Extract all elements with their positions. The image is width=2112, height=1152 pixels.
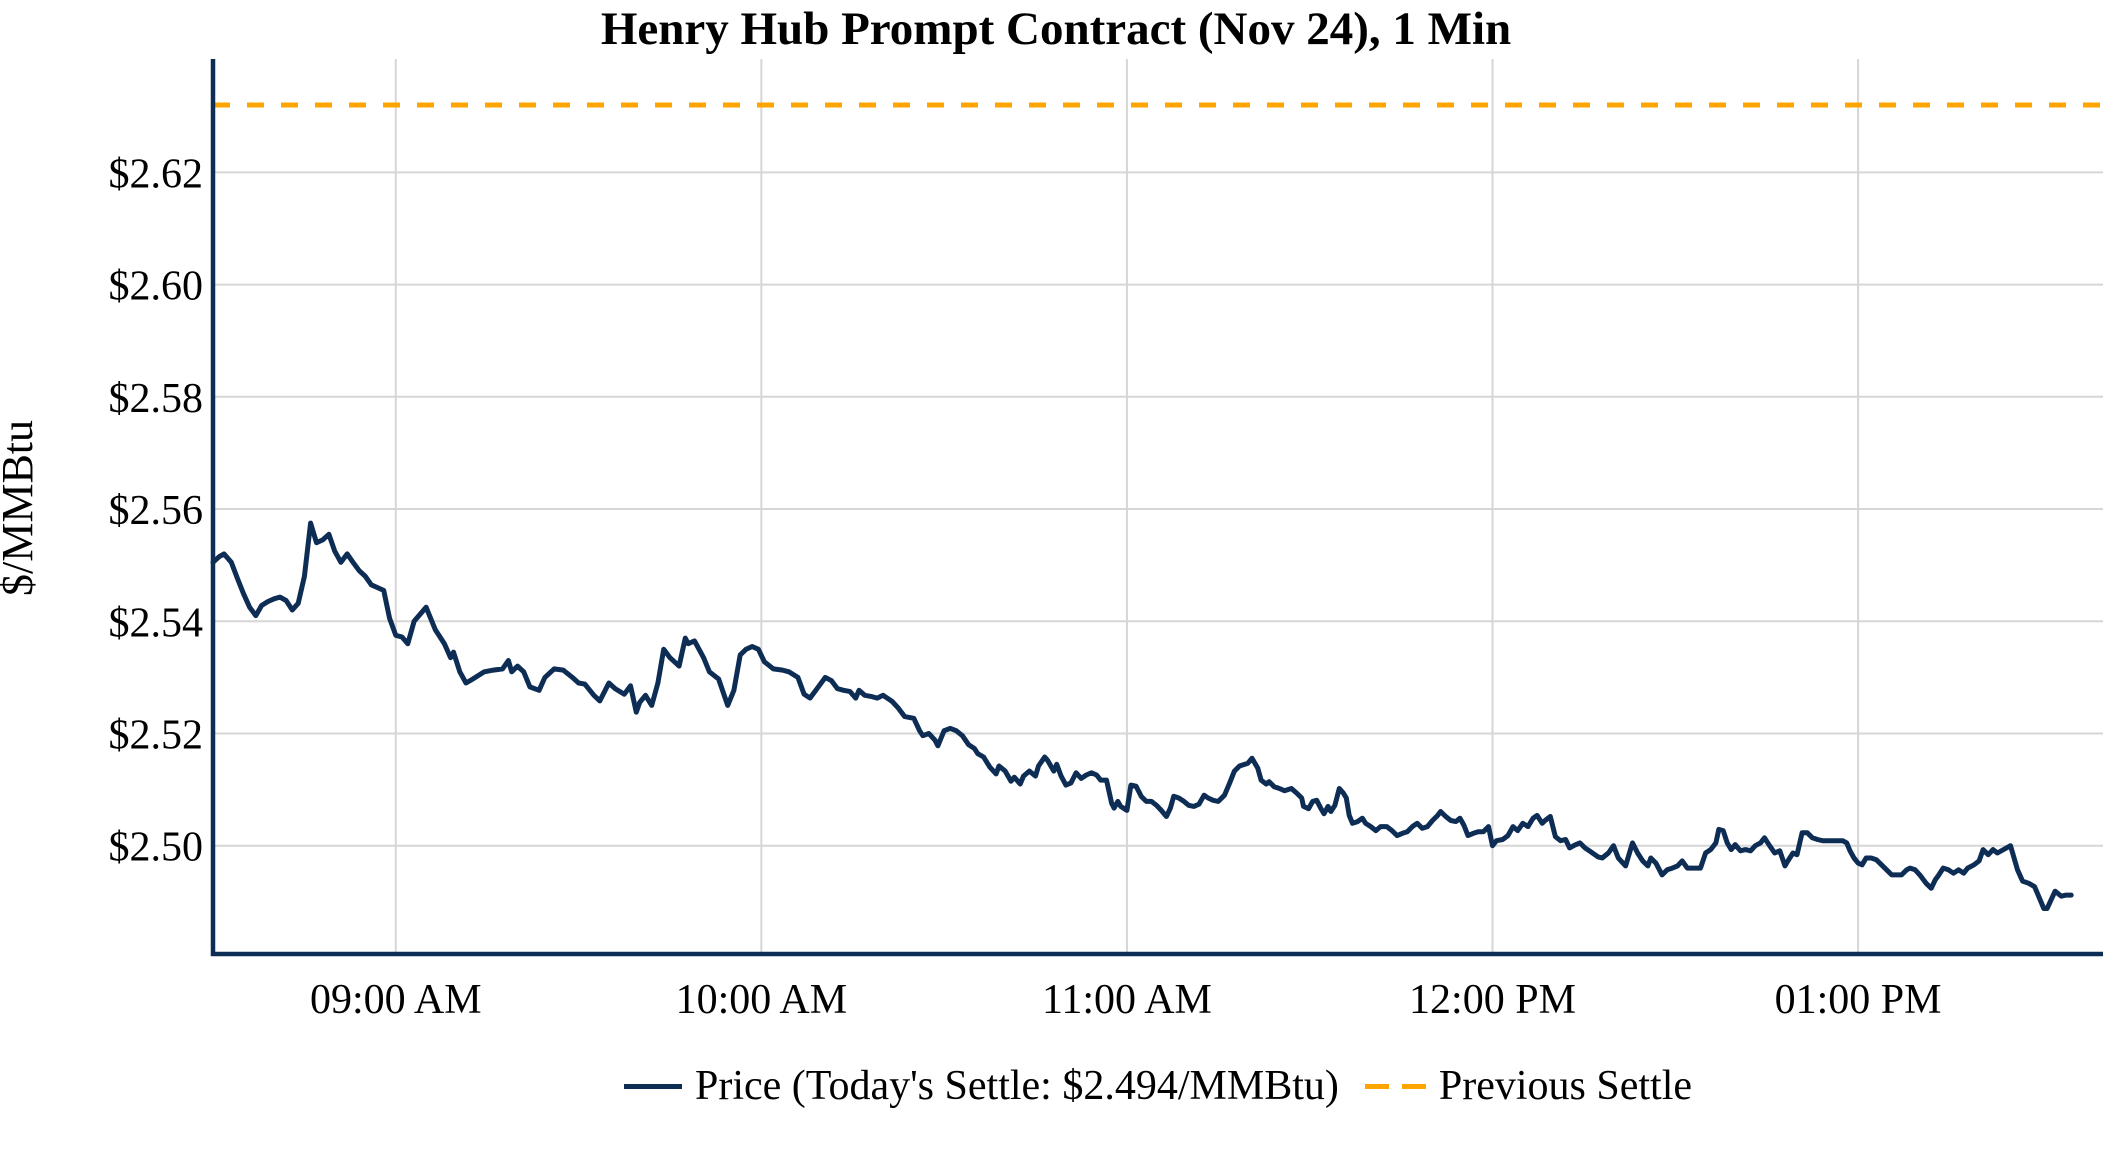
price-legend-label: Price (Today's Settle: $2.494/MMBtu) [694, 1063, 1339, 1109]
legend: Price (Today's Settle: $2.494/MMBtu) Pre… [213, 1062, 2103, 1110]
x-tick-labels: 09:00 AM 10:00 AM 11:00 AM 12:00 PM 01:0… [310, 977, 1941, 1023]
y-tick-label: $2.50 [109, 825, 204, 871]
y-tick-label: $2.60 [109, 264, 204, 310]
legend-item-price: Price (Today's Settle: $2.494/MMBtu) [623, 1062, 1339, 1110]
price-legend-swatch [623, 1083, 682, 1089]
y-axis-title: $/MMBtu [0, 420, 42, 596]
previous-settle-legend-label: Previous Settle [1438, 1063, 1693, 1109]
price-line [210, 520, 2074, 911]
y-tick-label: $2.56 [109, 488, 204, 534]
gridlines [213, 59, 2103, 954]
x-tick-label: 10:00 AM [676, 977, 848, 1023]
x-tick-label: 12:00 PM [1409, 977, 1576, 1023]
previous-settle-legend-swatch [1364, 1083, 1426, 1089]
legend-item-previous-settle: Previous Settle [1364, 1062, 1693, 1110]
x-tick-label: 11:00 AM [1042, 977, 1212, 1023]
y-tick-label: $2.58 [109, 376, 204, 422]
y-tick-label: $2.54 [109, 600, 204, 646]
x-tick-label: 09:00 AM [310, 977, 482, 1023]
x-tick-label: 01:00 PM [1775, 977, 1942, 1023]
y-tick-labels: $2.62 $2.60 $2.58 $2.56 $2.54 $2.52 $2.5… [109, 151, 204, 870]
chart-title: Henry Hub Prompt Contract (Nov 24), 1 Mi… [600, 3, 1512, 55]
y-tick-label: $2.52 [109, 712, 204, 758]
y-tick-label: $2.62 [109, 151, 204, 197]
